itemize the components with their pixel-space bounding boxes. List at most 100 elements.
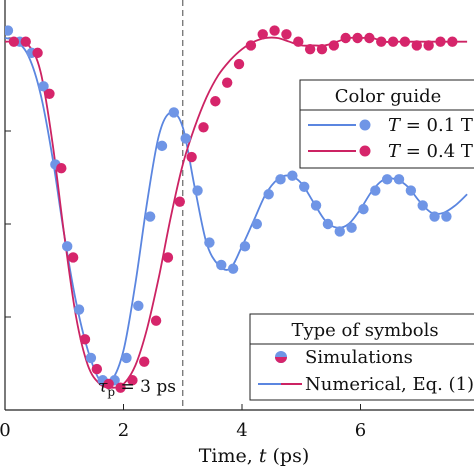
data-point-magenta	[44, 88, 55, 100]
data-point-blue	[5, 25, 14, 36]
data-point-magenta	[340, 32, 351, 44]
tau-p-label-rest: = 3 ps	[115, 377, 176, 397]
symbols-legend-title: Type of symbols	[291, 320, 438, 341]
data-point-magenta	[423, 40, 434, 51]
data-point-blue	[275, 174, 286, 185]
data-point-blue	[370, 185, 381, 196]
data-point-magenta	[186, 151, 197, 163]
symbols-legend-entry-simulations: Simulations	[305, 347, 413, 368]
x-tick-label: 4	[236, 420, 247, 441]
x-tick-label: 2	[118, 420, 129, 441]
data-point-magenta	[257, 29, 268, 40]
x-tick-label: 0	[0, 420, 11, 441]
data-point-blue	[192, 185, 203, 196]
data-point-magenta	[281, 29, 292, 40]
symbols-legend: Type of symbols Simulations Numerical, E…	[249, 313, 474, 401]
data-point-blue	[393, 174, 405, 185]
data-point-magenta	[20, 36, 31, 47]
tau-p-label: τp = 3 ps	[98, 377, 176, 399]
data-point-blue	[204, 237, 215, 248]
data-point-magenta	[399, 36, 411, 47]
x-axis-label-text: Time,	[199, 445, 259, 467]
data-point-blue	[358, 203, 369, 215]
data-point-magenta	[364, 32, 375, 44]
data-point-blue	[156, 140, 168, 152]
color-guide-entries-box	[299, 109, 474, 169]
data-point-blue	[144, 211, 156, 222]
x-axis-label-unit: (ps)	[266, 445, 309, 467]
data-point-magenta	[210, 96, 221, 107]
data-point-magenta	[316, 43, 328, 55]
data-point-blue	[322, 218, 334, 230]
data-point-magenta	[127, 375, 138, 386]
data-point-magenta	[198, 122, 209, 133]
tau-p-label-sub: p	[107, 385, 115, 399]
data-point-magenta	[221, 77, 233, 88]
color-guide-entry-blue-var: T	[388, 115, 402, 136]
color-guide-entry-blue-text: = 0.1 T	[400, 115, 473, 136]
data-point-magenta	[8, 36, 20, 47]
data-point-blue	[73, 304, 85, 315]
data-point-blue	[334, 226, 345, 237]
data-point-magenta	[139, 356, 150, 367]
symbols-legend-entries-box	[249, 343, 474, 401]
data-point-blue	[299, 181, 310, 192]
series-points	[5, 25, 458, 393]
data-point-blue	[417, 200, 428, 211]
data-point-magenta	[79, 334, 91, 345]
data-point-blue	[263, 189, 274, 200]
data-point-blue	[405, 185, 417, 196]
data-point-blue	[381, 174, 393, 185]
data-point-blue	[346, 222, 357, 233]
color-guide-entry-magenta-var: T	[388, 141, 402, 162]
data-point-blue	[62, 241, 73, 252]
data-point-blue	[85, 352, 97, 364]
data-point-blue	[251, 218, 263, 230]
data-point-magenta	[376, 36, 387, 47]
data-point-magenta	[304, 43, 316, 55]
x-axis-label: Time, t (ps)	[199, 445, 310, 467]
y-ticks	[5, 37, 11, 318]
data-point-magenta	[293, 36, 304, 47]
x-axis-label-var: t	[259, 445, 267, 467]
data-point-magenta	[352, 32, 363, 44]
data-point-blue	[239, 241, 251, 252]
data-point-magenta	[447, 36, 458, 47]
color-guide-entry-blue: T = 0.1 T	[388, 115, 473, 136]
data-point-magenta	[103, 378, 114, 390]
data-point-blue	[168, 107, 180, 118]
color-guide-legend: Color guide T = 0.1 T T = 0.4 T	[299, 79, 474, 169]
simulations-symbol-icon	[275, 351, 287, 363]
data-point-blue	[133, 300, 144, 312]
data-point-magenta	[67, 252, 79, 263]
data-point-magenta	[387, 36, 399, 47]
data-point-magenta	[115, 382, 126, 393]
data-point-blue	[287, 170, 298, 181]
color-guide-entry-magenta: T = 0.4 T	[388, 141, 473, 162]
x-tick-label: 6	[355, 420, 366, 441]
color-guide-marker-magenta	[359, 145, 371, 157]
tau-p-label-var: τ	[98, 377, 108, 397]
data-point-magenta	[56, 163, 67, 174]
data-point-magenta	[91, 363, 103, 375]
data-point-magenta	[411, 40, 422, 51]
data-point-blue	[38, 81, 49, 92]
data-point-blue	[310, 200, 322, 211]
data-point-blue	[441, 211, 452, 222]
symbols-legend-title-box	[249, 313, 474, 345]
data-point-magenta	[162, 252, 174, 263]
color-guide-entry-magenta-text: = 0.4 T	[400, 141, 473, 162]
symbols-legend-entry-numerical: Numerical, Eq. (1)	[305, 374, 474, 395]
data-point-blue	[227, 263, 239, 274]
data-point-magenta	[269, 25, 280, 36]
data-point-magenta	[150, 315, 162, 326]
data-point-magenta	[435, 36, 446, 47]
color-guide-marker-blue	[359, 119, 371, 131]
data-point-blue	[429, 211, 440, 222]
x-ticks: 0 2 4 6	[0, 404, 366, 441]
color-guide-title: Color guide	[335, 86, 442, 107]
data-point-magenta	[174, 196, 185, 207]
data-point-blue	[216, 259, 227, 271]
data-point-blue	[121, 352, 132, 364]
